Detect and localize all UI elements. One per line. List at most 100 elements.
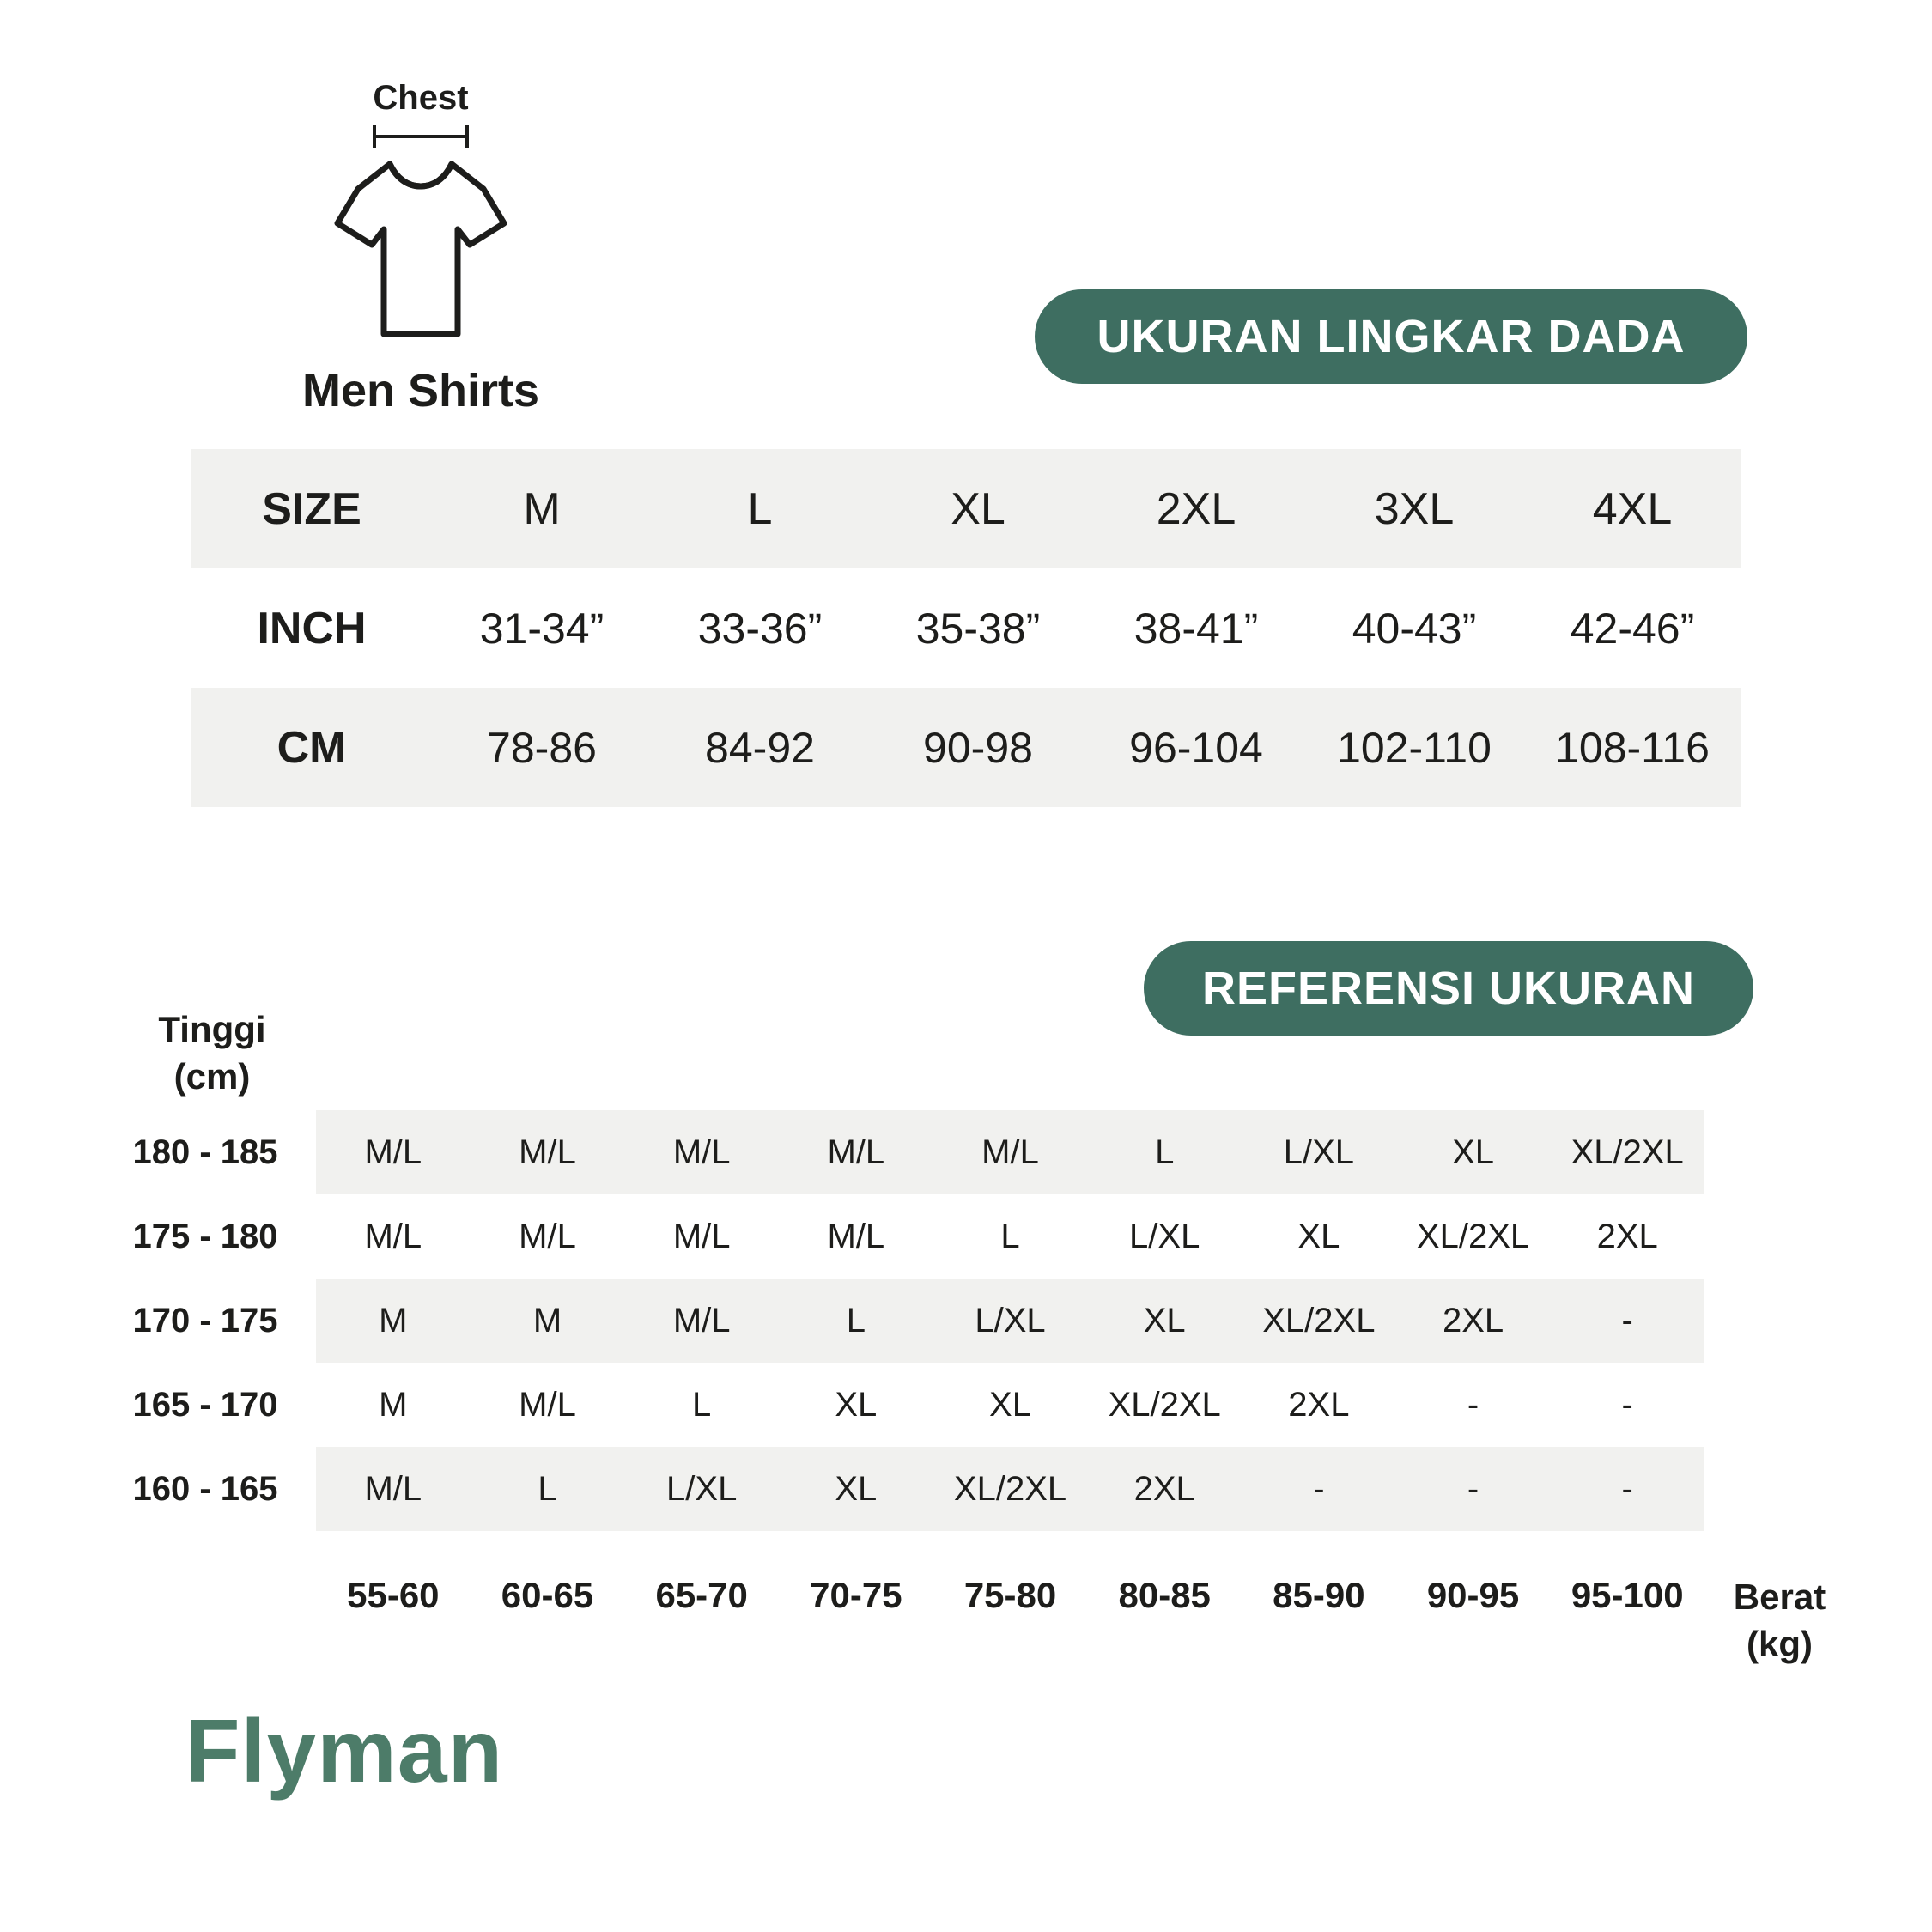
reference-size-cell: 2XL [1442,1301,1504,1340]
weight-axis-label: Berat (kg) [1704,1574,1855,1668]
reference-table-row: 180 - 185 M/L M/L M/L M/L M/L L L/XL XL XL/2XL [94,1110,1855,1194]
reference-size-cell: M/L [672,1301,731,1340]
reference-size-cell: XL [835,1385,878,1424]
reference-size-cell: L/XL [975,1301,1046,1340]
size-table-cell: M [523,483,561,534]
size-table-cell: 102-110 [1337,723,1492,772]
height-range-label: 160 - 165 [132,1469,278,1508]
reference-row-band: M M M/L L L/XL XL XL/2XL 2XL - [316,1279,1704,1363]
reference-size-cell: L [692,1385,712,1424]
reference-size-cell: - [1467,1469,1479,1508]
reference-size-cell: M/L [672,1217,731,1255]
reference-size-cell: XL [835,1469,878,1508]
reference-size-cell: M/L [519,1385,576,1424]
brand-logo: Flyman [185,1702,504,1801]
reference-size-cell: XL/2XL [1262,1301,1376,1340]
height-range-label: 180 - 185 [132,1133,278,1171]
size-table-row-size: SIZE M L XL 2XL 3XL 4XL [191,449,1741,568]
reference-size-cell: M [379,1301,408,1340]
reference-row-end-spacer [1704,1194,1855,1279]
weight-row-band: 55-60 60-65 65-70 70-75 75-80 80-85 85-90 90-95… [316,1577,1704,1613]
size-table-cell: 78-86 [487,723,597,772]
weight-range-label: 65-70 [655,1575,748,1615]
height-range-label: 165 - 170 [132,1385,278,1424]
size-table-row-label: SIZE [262,483,361,534]
chest-measure-line [373,125,469,148]
reference-size-cell: M/L [364,1217,422,1255]
reference-row-end-spacer [1704,1110,1855,1194]
size-table-row-inch: INCH 31-34” 33-36” 35-38” 38-41” 40-43” 42-46” [191,568,1741,688]
reference-size-cell: - [1313,1469,1325,1508]
reference-row-end-spacer [1704,1447,1855,1531]
size-table-cell: 2XL [1156,483,1236,534]
height-range-label: 175 - 180 [132,1217,278,1255]
height-axis-label-line2: (cm) [173,1055,251,1097]
reference-size-cell: XL/2XL [953,1469,1067,1508]
reference-size-cell: XL [1143,1301,1186,1340]
measure-bar [376,135,465,138]
size-table-cell: 33-36” [697,604,823,653]
reference-table-row: 160 - 165 M/L L L/XL XL XL/2XL 2XL - - - [94,1447,1855,1531]
badge-chest-size: UKURAN LINGKAR DADA [1035,289,1747,384]
reference-size-cell: M/L [981,1133,1039,1171]
size-table-cell: 90-98 [923,723,1033,772]
tshirt-icon [334,161,507,337]
reference-size-cell: XL [989,1385,1031,1424]
height-axis-label: Tinggi (cm) [113,1006,311,1100]
size-table-row-label: INCH [257,603,367,653]
size-table-cell: 3XL [1374,483,1455,534]
weight-axis-label-line1: Berat [1733,1577,1826,1617]
size-table-cell: 31-34” [479,604,605,653]
reference-size-cell: XL [1297,1217,1340,1255]
reference-size-cell: 2XL [1133,1469,1195,1508]
measure-tick-left [373,125,376,148]
reference-size-cell: L [1000,1217,1020,1255]
size-reference-table: 180 - 185 M/L M/L M/L M/L M/L L L/XL XL XL/2XL 175… [94,1110,1855,1668]
reference-size-cell: XL/2XL [1108,1385,1221,1424]
reference-size-cell: M/L [827,1133,885,1171]
reference-table-row: 175 - 180 M/L M/L M/L M/L L L/XL XL XL/2XL 2XL [94,1194,1855,1279]
reference-size-cell: M [379,1385,408,1424]
shirt-illustration-block: Chest Men Shirts [283,81,558,414]
weight-range-label: 80-85 [1118,1575,1211,1615]
weight-range-label: 85-90 [1273,1575,1365,1615]
reference-size-cell: L [1155,1133,1175,1171]
size-table-cell: L [747,483,773,534]
reference-size-cell: 2XL [1596,1217,1658,1255]
chest-size-table: SIZE M L XL 2XL 3XL 4XL INCH 31-34” 33-36” 35-38” 3… [191,449,1741,807]
reference-size-cell: XL/2XL [1571,1133,1684,1171]
reference-size-cell: M/L [827,1217,885,1255]
weight-row: 55-60 60-65 65-70 70-75 75-80 80-85 85-90 90-95… [94,1577,1855,1668]
reference-size-cell: - [1621,1469,1633,1508]
reference-size-cell: XL [1452,1133,1494,1171]
reference-row-band: M M/L L XL XL XL/2XL 2XL - - [316,1363,1704,1447]
reference-size-cell: M/L [519,1217,576,1255]
size-table-cell: 84-92 [705,723,815,772]
size-table-row-label: CM [276,722,347,773]
reference-size-cell: M/L [364,1133,422,1171]
reference-size-cell: M [532,1301,562,1340]
reference-size-cell: 2XL [1288,1385,1350,1424]
size-table-cell: 35-38” [915,604,1041,653]
reference-size-cell: - [1467,1385,1479,1424]
reference-size-cell: - [1621,1385,1633,1424]
reference-size-cell: M/L [519,1133,576,1171]
reference-size-cell: L/XL [1129,1217,1200,1255]
reference-table-row: 170 - 175 M M M/L L L/XL XL XL/2XL 2XL - [94,1279,1855,1363]
weight-range-label: 60-65 [501,1575,594,1615]
badge-size-reference: REFERENSI UKURAN [1144,941,1753,1036]
reference-table-row: 165 - 170 M M/L L XL XL XL/2XL 2XL - - [94,1363,1855,1447]
reference-row-end-spacer [1704,1279,1855,1363]
size-table-cell: 38-41” [1133,604,1259,653]
height-range-label: 170 - 175 [132,1301,278,1340]
reference-size-cell: L [538,1469,557,1508]
reference-size-cell: L/XL [666,1469,738,1508]
size-table-cell: 4XL [1592,483,1673,534]
size-table-cell: 40-43” [1352,604,1477,653]
reference-size-cell: L/XL [1283,1133,1355,1171]
size-table-row-cm: CM 78-86 84-92 90-98 96-104 102-110 108-116 [191,688,1741,807]
height-axis-label-line1: Tinggi [158,1009,266,1049]
weight-range-label: 55-60 [347,1575,440,1615]
chest-measure-label: Chest [373,79,469,117]
